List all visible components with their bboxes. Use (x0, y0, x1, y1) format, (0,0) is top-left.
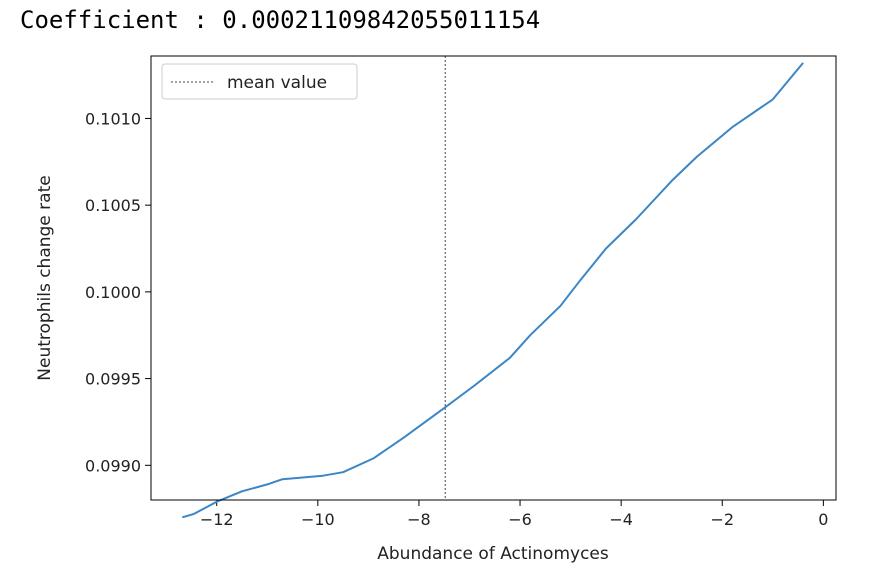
x-tick-label: −4 (609, 510, 633, 529)
plot-frame (150, 55, 837, 501)
y-tick-label: 0.1010 (85, 109, 141, 128)
legend-label: mean value (227, 73, 327, 93)
y-tick-label: 0.1000 (85, 283, 141, 302)
y-axis: 0.0990 0.0995 0.1000 0.1005 0.1010 (85, 109, 151, 475)
legend-box (161, 63, 358, 100)
x-tick-label: −10 (301, 510, 335, 529)
x-tick-label: 0 (818, 510, 828, 529)
x-tick-label: −6 (508, 510, 532, 529)
y-tick-label: 0.0990 (85, 456, 141, 475)
x-tick-label: −8 (407, 510, 431, 529)
y-axis-label: Neutrophils change rate (35, 175, 55, 380)
y-tick-label: 0.1005 (85, 196, 141, 215)
x-axis: −12 −10 −8 −6 −4 −2 0 (200, 500, 828, 529)
y-tick-label: 0.0995 (85, 370, 141, 389)
coefficient-text: Coefficient : 0.00021109842055011154 (20, 6, 541, 34)
series-line (182, 62, 804, 519)
plot-background (151, 56, 836, 500)
x-axis-label: Abundance of Actinomyces (377, 544, 609, 564)
legend: mean value (161, 63, 358, 100)
x-tick-label: −12 (200, 510, 234, 529)
x-tick-label: −2 (710, 510, 734, 529)
